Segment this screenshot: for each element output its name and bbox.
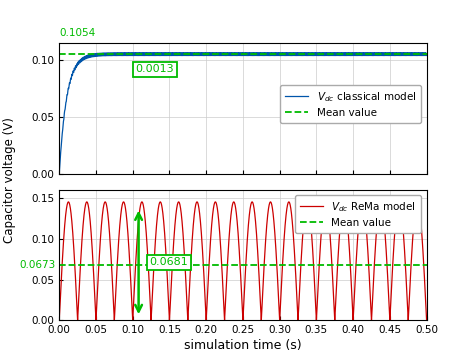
$V_{dc}$ ReMa model [305,201,311,205]
Text: 0.0013: 0.0013 [136,64,174,75]
$V_{dc}$ ReMa model [128,287,134,292]
Line: $V_{dc}$ classical model: $V_{dc}$ classical model [59,53,427,174]
$V_{dc}$ ReMa model [406,303,412,307]
$V_{dc}$ classical model [406,53,412,57]
$V_{dc}$ classical model [305,52,310,56]
$V_{dc}$ ReMa model [310,248,316,252]
$V_{dc}$ ReMa model [65,200,71,204]
X-axis label: simulation time (s): simulation time (s) [184,339,302,352]
Text: Capacitor voltage (V): Capacitor voltage (V) [3,117,16,243]
$V_{dc}$ classical model [335,50,340,55]
$V_{dc}$ ReMa model [94,299,100,303]
Legend: $V_{dc}$ ReMa model, Mean value: $V_{dc}$ ReMa model, Mean value [295,195,421,233]
$V_{dc}$ classical model [310,53,316,57]
$V_{dc}$ classical model [424,52,429,56]
Text: 0.0673: 0.0673 [19,260,55,270]
Line: $V_{dc}$ ReMa model: $V_{dc}$ ReMa model [59,202,427,320]
$V_{dc}$ ReMa model [56,318,62,323]
$V_{dc}$ classical model [271,51,276,55]
$V_{dc}$ ReMa model [424,318,429,323]
$V_{dc}$ classical model [128,53,134,58]
$V_{dc}$ classical model [56,172,62,176]
Text: 0.0681: 0.0681 [150,257,188,267]
$V_{dc}$ classical model [94,54,100,58]
Text: 0.1054: 0.1054 [59,28,95,38]
Legend: $V_{dc}$ classical model, Mean value: $V_{dc}$ classical model, Mean value [280,85,421,123]
$V_{dc}$ ReMa model [271,218,277,222]
